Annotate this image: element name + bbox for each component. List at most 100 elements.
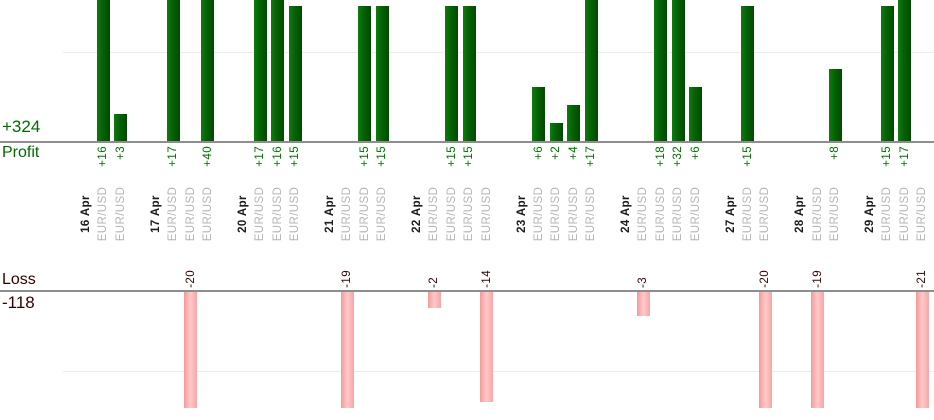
- date-label: 29 Apr: [863, 195, 876, 233]
- profit-value-label: +15: [881, 146, 894, 167]
- loss-value-label: -21: [916, 270, 929, 288]
- profit-bar: [271, 0, 285, 141]
- symbol-label: EUR/USD: [567, 186, 580, 242]
- symbol-label: EUR/USD: [741, 186, 754, 242]
- symbol-label: EUR/USD: [184, 186, 197, 242]
- loss-bar: [427, 292, 441, 308]
- date-label: 17 Apr: [149, 195, 162, 233]
- profit-value-label: +15: [741, 146, 754, 167]
- symbol-label: EUR/USD: [532, 186, 545, 242]
- symbol-label: EUR/USD: [585, 186, 598, 242]
- symbol-label: EUR/USD: [341, 186, 354, 242]
- symbol-label: EUR/USD: [289, 186, 302, 242]
- symbol-label: EUR/USD: [480, 186, 493, 242]
- profit-value-label: +16: [97, 146, 110, 167]
- profit-bar: [549, 123, 563, 141]
- date-label: 21 Apr: [323, 195, 336, 233]
- symbol-label: EUR/USD: [672, 186, 685, 242]
- profit-bar: [828, 69, 842, 141]
- symbol-label: EUR/USD: [445, 186, 458, 242]
- loss-axis-label: Loss: [2, 271, 36, 288]
- loss-gridline: [63, 371, 934, 372]
- symbol-label: EUR/USD: [358, 186, 371, 242]
- profit-bar: [654, 0, 668, 141]
- symbol-label: EUR/USD: [689, 186, 702, 242]
- profit-gridline: [63, 52, 934, 53]
- profit-value-label: +15: [376, 146, 389, 167]
- loss-value-label: -19: [341, 270, 354, 288]
- symbol-label: EUR/USD: [167, 186, 180, 242]
- profit-value-label: +18: [654, 146, 667, 167]
- symbol-label: EUR/USD: [254, 186, 267, 242]
- symbol-label: EUR/USD: [811, 186, 824, 242]
- symbol-label: EUR/USD: [654, 186, 667, 242]
- loss-bar: [758, 292, 772, 408]
- profit-bar: [445, 6, 459, 141]
- symbol-label: EUR/USD: [376, 186, 389, 242]
- profit-total: +324: [2, 117, 41, 136]
- symbol-label: EUR/USD: [97, 186, 110, 242]
- profit-value-label: +17: [898, 146, 911, 167]
- symbol-label: EUR/USD: [271, 186, 284, 242]
- date-label: 20 Apr: [236, 195, 249, 233]
- loss-total: -118: [2, 293, 35, 312]
- symbol-label: EUR/USD: [201, 186, 214, 242]
- date-label: 22 Apr: [410, 195, 423, 233]
- profit-bar: [532, 87, 546, 141]
- loss-baseline: [0, 290, 934, 292]
- profit-plot-area: [0, 0, 934, 141]
- profit-bar: [671, 0, 685, 141]
- loss-value-label: -19: [811, 270, 824, 288]
- date-label: 27 Apr: [724, 195, 737, 233]
- profit-bar: [253, 0, 267, 141]
- symbol-label: EUR/USD: [829, 186, 842, 242]
- profit-bar: [584, 0, 598, 141]
- profit-value-label: +3: [114, 146, 127, 160]
- profit-axis-label: Profit: [2, 144, 40, 161]
- profit-bar: [288, 6, 302, 141]
- profit-value-label: +2: [550, 146, 563, 160]
- profit-bar: [358, 6, 372, 141]
- date-label: 23 Apr: [515, 195, 528, 233]
- profit-value-label: +15: [289, 146, 302, 167]
- profit-value-label: +6: [532, 146, 545, 160]
- loss-value-label: -20: [759, 270, 772, 288]
- loss-bar: [184, 292, 198, 408]
- profit-value-label: +17: [585, 146, 598, 167]
- symbol-label: EUR/USD: [898, 186, 911, 242]
- loss-bar: [480, 292, 494, 403]
- symbol-label: EUR/USD: [881, 186, 894, 242]
- loss-value-label: -2: [428, 276, 441, 288]
- profit-bar: [375, 6, 389, 141]
- symbol-label: EUR/USD: [114, 186, 127, 242]
- loss-bar: [636, 292, 650, 316]
- date-label: 16 Apr: [80, 195, 92, 233]
- symbol-label: EUR/USD: [916, 186, 929, 242]
- profit-value-label: +15: [445, 146, 458, 167]
- profit-bar: [880, 6, 894, 141]
- loss-value-label: -14: [480, 270, 493, 288]
- profit-baseline: [0, 141, 934, 143]
- symbol-label: EUR/USD: [550, 186, 563, 242]
- symbol-label: EUR/USD: [637, 186, 650, 242]
- profit-value-label: +16: [271, 146, 284, 167]
- symbol-label: EUR/USD: [428, 186, 441, 242]
- profit-value-label: +32: [672, 146, 685, 167]
- profit-value-label: +8: [829, 146, 842, 160]
- profit-bar: [166, 0, 180, 141]
- profit-bar: [567, 105, 581, 141]
- profit-bar: [96, 0, 110, 141]
- loss-bar: [811, 292, 825, 408]
- profit-value-label: +15: [358, 146, 371, 167]
- symbol-label: EUR/USD: [759, 186, 772, 242]
- profit-bar: [741, 6, 755, 141]
- loss-bar: [340, 292, 354, 408]
- profit-value-label: +17: [167, 146, 180, 167]
- profit-value-label: +17: [254, 146, 267, 167]
- symbol-label: EUR/USD: [463, 186, 476, 242]
- profit-bar: [898, 0, 912, 141]
- loss-value-label: -20: [184, 270, 197, 288]
- loss-value-label: -3: [637, 276, 650, 288]
- profit-value-label: +4: [567, 146, 580, 160]
- profit-bar: [689, 87, 703, 141]
